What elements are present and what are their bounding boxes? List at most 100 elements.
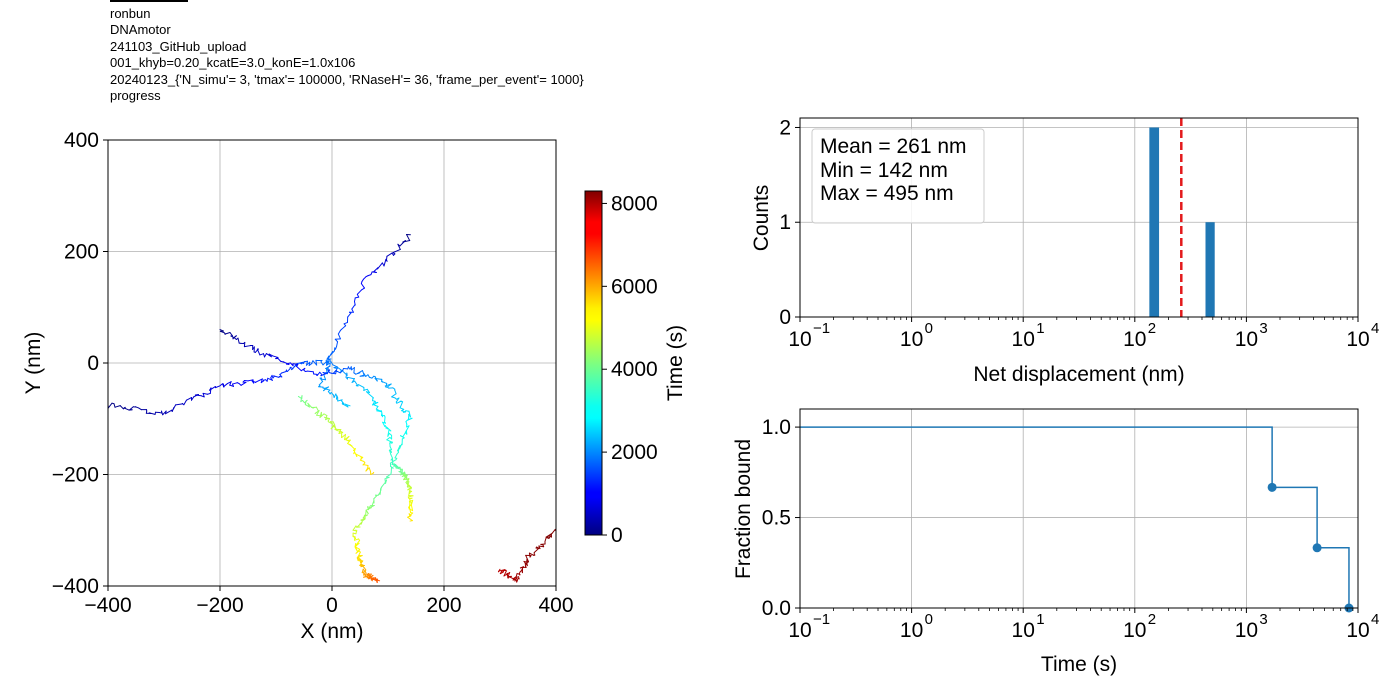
trajectory-segment xyxy=(202,392,205,398)
trajectory-y-label: Y (nm) xyxy=(22,332,45,395)
trajectory-segment xyxy=(243,345,251,348)
trajectory-segment xyxy=(202,392,208,395)
trajectory-segment xyxy=(315,359,318,366)
trajectory-segment xyxy=(337,329,341,335)
trajectory-segment xyxy=(377,262,383,270)
trajectory-segment xyxy=(359,456,364,461)
trajectory-segment xyxy=(113,403,116,408)
trajectory-segment xyxy=(129,406,134,411)
trajectory-segment xyxy=(405,410,410,412)
trajectory-segment xyxy=(364,509,367,517)
trajectory-segment xyxy=(286,362,291,365)
trajectory-segment xyxy=(533,548,540,553)
fraction-bound-y-ticks: 0.0 0.5 1.0 xyxy=(762,416,800,620)
trajectory-segment xyxy=(551,529,556,534)
trajectory-segment xyxy=(399,407,405,410)
trajectory-segment xyxy=(237,337,240,344)
trajectory-segment xyxy=(325,359,329,364)
trajectory-segment xyxy=(351,308,354,313)
trajectory-segment xyxy=(172,404,177,410)
histogram-bars xyxy=(1149,127,1215,317)
trajectory-segment xyxy=(360,287,365,291)
trajectory-segment xyxy=(209,386,216,391)
trajectory-segment xyxy=(400,471,406,476)
stats-min-text: Min = 142 nm xyxy=(820,159,948,182)
trajectory-segment xyxy=(538,545,545,548)
stats-legend-box: Mean = 261 nm Min = 142 nm Max = 495 nm xyxy=(811,128,985,224)
histogram-x-tick-exponent: −1 xyxy=(813,320,830,337)
histogram-x-ticks: 10 −1 10 0 10 1 10 2 10 3 10 4 xyxy=(788,317,1379,351)
trajectory-segment xyxy=(175,403,183,406)
histogram-x-tick-exponent: 4 xyxy=(1371,320,1379,337)
trajectory-segment xyxy=(259,353,265,356)
trajectory-y-tick-label: 200 xyxy=(64,241,99,264)
trajectory-segment xyxy=(402,432,406,438)
colorbar-tick-label: 4000 xyxy=(611,358,658,381)
trajectory-segment xyxy=(399,240,406,247)
trajectory-segment xyxy=(134,406,140,409)
trajectory-segment xyxy=(319,371,323,376)
trajectory-segment xyxy=(355,550,360,554)
fraction-bound-x-tick-exponent: −1 xyxy=(813,611,830,628)
trajectory-segment xyxy=(264,353,267,358)
trajectory-segment xyxy=(323,374,327,381)
trajectory-segment xyxy=(362,568,367,574)
trajectory-segment xyxy=(323,388,331,391)
trajectory-x-tick-label: −400 xyxy=(84,594,131,617)
trajectory-segment xyxy=(365,507,372,511)
trajectory-segment xyxy=(354,296,360,299)
trajectory-segment xyxy=(291,366,295,371)
histogram-x-tick-exponent: 2 xyxy=(1148,320,1156,337)
trajectory-segment xyxy=(224,331,231,335)
fraction-bound-x-tick-label: 10 xyxy=(1123,619,1146,642)
trajectory-segment xyxy=(407,515,412,518)
trajectory-segment xyxy=(114,405,121,408)
trajectory-segment xyxy=(381,262,385,267)
fraction-bound-plot: 10 −1 10 0 10 1 10 2 10 3 10 4 0.00.51.0 Time (s) F… xyxy=(732,408,1379,676)
histogram-y-tick-label: 2 xyxy=(779,116,791,139)
histogram-x-tick-exponent: 1 xyxy=(1036,320,1044,337)
trajectory-segment xyxy=(375,378,383,380)
trajectory-y-ticks: −400 −200 0 200 400 xyxy=(52,129,108,598)
trajectory-segment xyxy=(359,459,365,462)
trajectory-segment xyxy=(339,369,344,374)
trajectory-segment xyxy=(367,392,374,399)
trajectory-segment xyxy=(345,372,348,378)
trajectory-segment xyxy=(363,372,367,377)
histogram-y-ticks: 0 1 2 xyxy=(779,116,800,329)
figure-header: ▬▬▬▬▬▬ ronbun DNAmotor 241103_GitHub_upl… xyxy=(110,0,584,104)
trajectory-segment xyxy=(296,365,302,372)
trajectory-segment xyxy=(344,433,346,441)
trajectory-segment xyxy=(316,371,321,376)
trajectory-segment xyxy=(368,467,372,472)
trajectory-segment xyxy=(394,389,397,395)
trajectory-segment xyxy=(304,404,309,407)
trajectory-y-tick-label: −200 xyxy=(52,464,99,487)
trajectory-segment xyxy=(343,321,348,325)
trajectory-segment xyxy=(525,554,530,563)
trajectory-segment xyxy=(394,453,398,459)
trajectory-segment xyxy=(333,367,338,370)
trajectory-segment xyxy=(231,382,238,385)
trajectory-segment xyxy=(388,432,393,436)
trajectory-segment xyxy=(219,330,225,334)
trajectory-segment xyxy=(386,383,392,388)
trajectory-segment xyxy=(277,358,282,362)
trajectory-segment xyxy=(215,385,221,389)
trajectory-segment xyxy=(408,484,412,488)
trajectory-segment xyxy=(349,443,354,449)
trajectory-segment xyxy=(186,397,192,401)
trajectory-segment xyxy=(229,381,232,386)
trajectory-segment xyxy=(160,410,164,416)
trajectory-segment xyxy=(347,439,351,444)
trajectory-segment xyxy=(386,252,393,257)
trajectory-segment xyxy=(365,467,370,472)
trajectory-segment xyxy=(330,391,334,396)
header-line-3: 241103_GitHub_upload xyxy=(110,38,247,54)
trajectory-segment xyxy=(307,402,313,408)
trajectory-segment xyxy=(363,388,368,391)
trajectory-segment xyxy=(358,522,362,526)
trajectory-segment xyxy=(190,396,195,401)
colorbar-label: Time (s) xyxy=(664,325,687,401)
trajectory-segment xyxy=(281,371,287,374)
